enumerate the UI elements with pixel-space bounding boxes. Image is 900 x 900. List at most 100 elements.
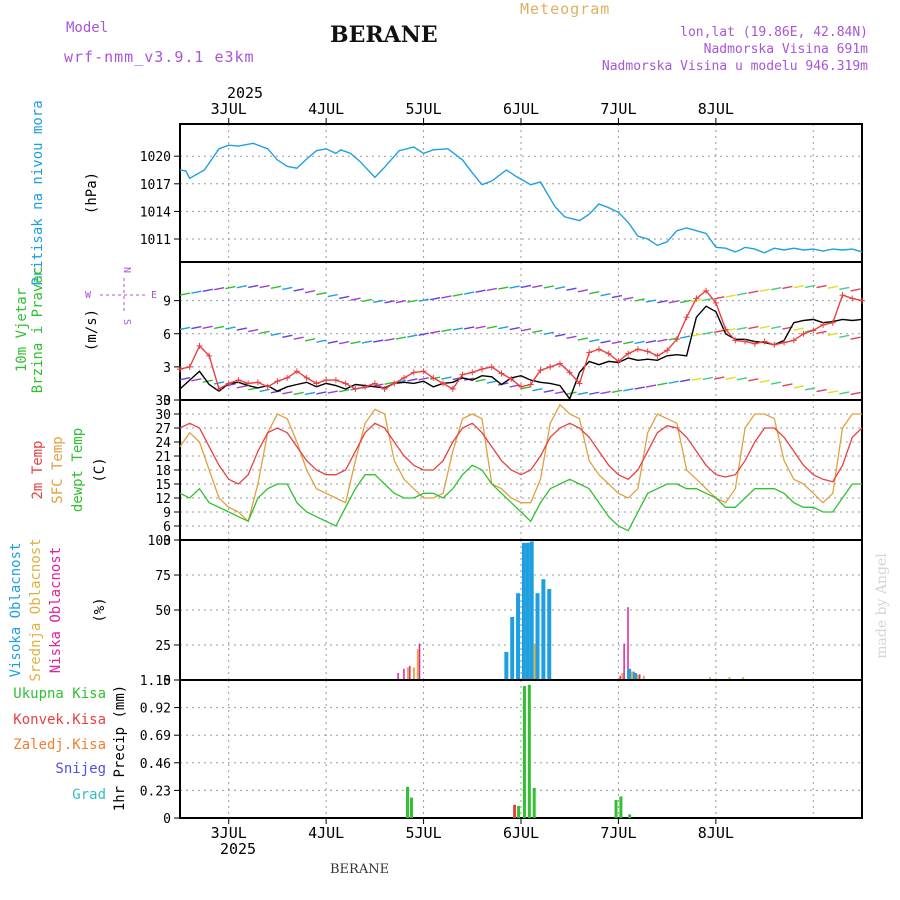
pressure-title: Pritisak na nivou mora	[30, 100, 46, 285]
model-name: wrf-nmm_v3.9.1 e3km	[64, 48, 255, 66]
wind-arrow	[577, 289, 588, 293]
wind-arrow	[623, 388, 634, 392]
temperature-ytick-label: 21	[155, 450, 171, 465]
top-day-label: 5JUL	[406, 100, 442, 118]
pressure-ytick-label: 1011	[140, 233, 171, 248]
wind-gust-marker	[781, 339, 788, 346]
wind-gust-marker	[712, 299, 719, 306]
wind-arrow	[418, 298, 429, 302]
wind-arrow	[600, 292, 611, 297]
temp2m-line	[179, 422, 863, 485]
wind-arrow	[338, 388, 350, 393]
wind-arrow	[213, 381, 225, 385]
temp2m-title: 2m Temp	[30, 440, 46, 499]
footer-station: BERANE	[330, 862, 390, 877]
top-year-label: 2025	[227, 84, 263, 102]
wind-arrow	[520, 284, 532, 289]
wind-arrow	[623, 341, 634, 345]
bottom-day-label: 5JUL	[406, 824, 442, 842]
wind-arrow	[554, 390, 566, 395]
model-label: Model	[66, 20, 109, 36]
wind-arrow	[407, 299, 418, 303]
compass-n: N	[121, 267, 132, 273]
wind-gust-marker	[556, 360, 563, 367]
precip-bar-total	[532, 788, 536, 818]
wind-arrow	[736, 292, 748, 296]
wind-speed-line	[179, 305, 863, 401]
wind-arrow	[543, 331, 554, 336]
cloud-bar-mid	[631, 671, 634, 680]
wind-arrow	[748, 378, 759, 382]
precip-legend-4: Grad	[72, 787, 106, 803]
wind-arrow	[248, 284, 259, 289]
wind-arrow	[293, 288, 304, 292]
temperature-ytick-label: 18	[155, 464, 171, 479]
pressure-line	[179, 142, 863, 254]
wind-arrow	[554, 333, 566, 338]
wind-arrow	[429, 297, 441, 301]
wind-arrow	[373, 299, 384, 304]
sfc-temp-line	[179, 403, 862, 523]
wind-arrow	[202, 379, 213, 383]
wind-gust-marker	[849, 295, 856, 302]
cloud-ylabel: (%)	[92, 597, 108, 622]
wind-arrow	[679, 299, 691, 304]
wind-arrow	[248, 328, 259, 333]
temperature-ytick-label: 30	[155, 408, 171, 423]
cloud-bar-mid	[742, 677, 745, 680]
wind-gust-marker	[820, 321, 827, 328]
pressure-ytick-label: 1014	[140, 205, 171, 220]
cloud-bar-low	[638, 674, 641, 680]
cloud-bar-high	[627, 668, 632, 680]
cloud-bar-mid	[642, 675, 645, 680]
precip-ylabel: 1hr Precip (mm)	[112, 685, 128, 811]
wind-arrow	[839, 286, 850, 291]
bottom-year-label: 2025	[220, 840, 256, 858]
wind-gust-marker	[527, 381, 534, 388]
wind-arrow	[179, 292, 191, 296]
wind-arrow	[304, 391, 316, 396]
wind-arrow	[577, 337, 588, 341]
wind-arrow	[839, 391, 850, 395]
wind-gust-marker	[771, 341, 778, 348]
wind-gust-marker	[625, 350, 632, 357]
wind-gust-marker	[615, 358, 622, 365]
wind-gust-marker	[576, 380, 583, 387]
wind-arrow	[679, 378, 691, 383]
temperature-ytick-label: 9	[163, 506, 171, 521]
wind-arrow	[850, 336, 861, 340]
wind-arrow	[611, 294, 623, 299]
pressure-ytick-label: 1017	[140, 178, 171, 193]
cloud-bar-low	[403, 668, 405, 680]
wind-arrow	[327, 293, 338, 298]
wind-gust-marker	[742, 338, 749, 345]
temperature-ytick-label: 27	[155, 422, 171, 437]
wind-gust-marker	[790, 337, 797, 344]
wind-arrow	[282, 391, 293, 395]
top-day-label: 8JUL	[698, 100, 734, 118]
wind-arrow	[770, 325, 782, 330]
wind-arrow	[316, 291, 327, 296]
wind-arrow	[475, 289, 486, 293]
wind-gust-marker	[508, 376, 515, 383]
wind-arrow	[668, 300, 679, 304]
cloud-bar-mid	[636, 674, 639, 680]
wind-gust-marker	[303, 374, 310, 381]
wind-arrow	[691, 333, 702, 337]
wind-arrow	[486, 287, 498, 292]
wind-arrow	[759, 288, 770, 292]
wind-arrow	[338, 340, 350, 345]
wind-gust-marker	[293, 368, 300, 375]
wind-gust-marker	[215, 385, 222, 392]
wind-arrow	[691, 377, 702, 382]
wind-gust-marker	[284, 374, 291, 381]
wind-ytick-label: 9	[163, 295, 171, 310]
wind-arrow	[316, 391, 327, 395]
dewpt-line	[179, 464, 862, 532]
wind-arrow	[191, 378, 202, 382]
top-day-label: 4JUL	[308, 100, 344, 118]
wind-arrow	[566, 335, 577, 339]
wind-arrow	[748, 290, 759, 294]
wind-gust-marker	[722, 326, 729, 333]
wind-arrow	[418, 332, 429, 336]
